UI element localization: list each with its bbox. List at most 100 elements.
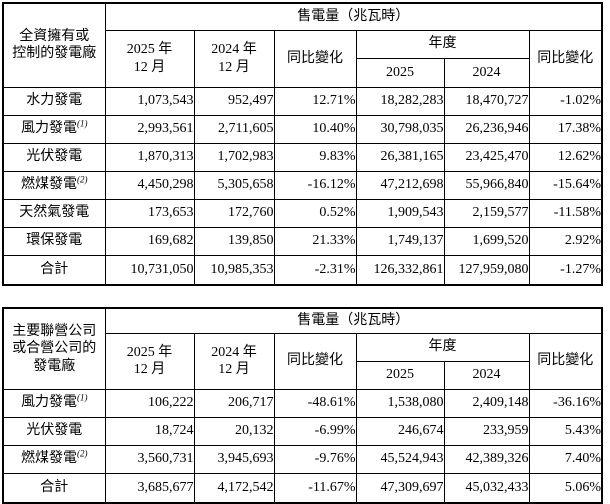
col-header-year-2024: 2024 <box>443 57 530 88</box>
value-cell: -1.02% <box>528 86 603 116</box>
row-label: 天然氣發電 <box>2 198 106 228</box>
row-label: 合計 <box>2 254 106 286</box>
table-row: 燃煤發電(2) 3,560,731 3,945,693 -9.76% 45,524,94… <box>2 444 603 474</box>
footnote-marker: (1) <box>77 118 88 129</box>
value-cell: 26,236,946 <box>443 114 530 144</box>
value-cell: 5.06% <box>528 472 603 504</box>
row-label: 水力發電 <box>2 86 106 116</box>
value-cell: 10.40% <box>273 114 357 144</box>
sales-volume-group-header: 售電量（兆瓦時） <box>104 307 603 334</box>
value-cell: 9.83% <box>273 142 357 172</box>
value-cell: 18,724 <box>104 416 195 446</box>
col-header-year-group: 年度 <box>355 332 530 362</box>
row-label: 燃煤發電(2) <box>2 170 106 200</box>
value-cell: 3,945,693 <box>193 444 275 474</box>
value-cell: 20,132 <box>193 416 275 446</box>
value-cell: 3,560,731 <box>104 444 195 474</box>
value-cell: 169,682 <box>104 226 195 256</box>
footnote-marker: (2) <box>77 174 88 185</box>
table-row: 天然氣發電 173,653 172,760 0.52% 1,909,543 2,159,5… <box>2 198 603 228</box>
value-cell: 952,497 <box>193 86 275 116</box>
row-label: 風力發電(1) <box>2 388 106 418</box>
row-label: 合計 <box>2 472 106 504</box>
col-header-month-2025: 2025 年 12 月 <box>104 332 195 390</box>
value-cell: 1,538,080 <box>355 388 445 418</box>
value-cell: 2,409,148 <box>443 388 530 418</box>
value-cell: -48.61% <box>273 388 357 418</box>
col-header-month-2025: 2025 年 12 月 <box>104 29 195 88</box>
header-row: 2025 2024 <box>3 360 602 390</box>
sales-volume-group-header: 售電量（兆瓦時） <box>104 2 603 31</box>
table-row: 光伏發電 18,724 20,132 -6.99% 246,674 233,959 5.43… <box>2 416 603 446</box>
value-cell: 106,222 <box>104 388 195 418</box>
row-label: 燃煤發電(2) <box>2 444 106 474</box>
value-cell: -11.67% <box>273 472 357 504</box>
value-cell: 1,702,983 <box>193 142 275 172</box>
value-cell: 23,425,470 <box>443 142 530 172</box>
col-header-month-2024: 2024 年 12 月 <box>193 332 275 390</box>
value-cell: 4,172,542 <box>193 472 275 504</box>
table-row: 風力發電(1) 106,222 206,717 -48.61% 1,538,080 2,4… <box>2 388 603 418</box>
table-row: 風力發電(1) 2,993,561 2,711,605 10.40% 30,798,03… <box>2 114 603 144</box>
row-label: 風力發電(1) <box>2 114 106 144</box>
value-cell: 173,653 <box>104 198 195 228</box>
total-row: 合計 10,731,050 10,985,353 -2.31% 126,332,861 1… <box>2 254 603 286</box>
wholly-owned-plants-table: 全資擁有或 控制的發電廠 售電量（兆瓦時） 2025 年 12 月 2024 年… <box>2 2 603 286</box>
value-cell: 47,212,698 <box>355 170 445 200</box>
col-header-year-2025: 2025 <box>355 57 445 88</box>
footnote-marker: (1) <box>77 392 88 403</box>
footnote-marker: (2) <box>77 448 88 459</box>
col-header-month-2024: 2024 年 12 月 <box>193 29 275 88</box>
row-label: 光伏發電 <box>2 142 106 172</box>
value-cell: 1,699,520 <box>443 226 530 256</box>
table-row: 水力發電 1,073,543 952,497 12.71% 18,282,283 18,4… <box>2 86 603 116</box>
value-cell: 12.71% <box>273 86 357 116</box>
col-header-year-2025: 2025 <box>355 360 445 390</box>
value-cell: 55,966,840 <box>443 170 530 200</box>
value-cell: 42,389,326 <box>443 444 530 474</box>
value-cell: 10,985,353 <box>193 254 275 286</box>
value-cell: 2.92% <box>528 226 603 256</box>
value-cell: 206,717 <box>193 388 275 418</box>
value-cell: 2,993,561 <box>104 114 195 144</box>
value-cell: 4,450,298 <box>104 170 195 200</box>
col-header-yoy-change: 同比變化 <box>528 332 603 390</box>
value-cell: 1,909,543 <box>355 198 445 228</box>
value-cell: 3,685,677 <box>104 472 195 504</box>
value-cell: 1,870,313 <box>104 142 195 172</box>
col-header-yoy-change: 同比變化 <box>528 29 603 88</box>
value-cell: -11.58% <box>528 198 603 228</box>
value-cell: 246,674 <box>355 416 445 446</box>
value-cell: -2.31% <box>273 254 357 286</box>
value-cell: 5,305,658 <box>193 170 275 200</box>
value-cell: 45,032,433 <box>443 472 530 504</box>
value-cell: -15.64% <box>528 170 603 200</box>
value-cell: 47,309,697 <box>355 472 445 504</box>
value-cell: -6.99% <box>273 416 357 446</box>
value-cell: 127,959,080 <box>443 254 530 286</box>
value-cell: 1,073,543 <box>104 86 195 116</box>
value-cell: -16.12% <box>273 170 357 200</box>
row-header-title: 全資擁有或 控制的發電廠 <box>2 2 106 88</box>
value-cell: 1,749,137 <box>355 226 445 256</box>
value-cell: 30,798,035 <box>355 114 445 144</box>
header-row: 主要聯營公司 或合營公司的 發電廠 售電量（兆瓦時） <box>2 307 603 390</box>
total-row: 合計 3,685,677 4,172,542 -11.67% 47,309,697 45,… <box>2 472 603 504</box>
col-header-mom-change: 同比變化 <box>273 332 357 390</box>
value-cell: 139,850 <box>193 226 275 256</box>
row-label: 環保發電 <box>2 226 106 256</box>
table-row: 光伏發電 1,870,313 1,702,983 9.83% 26,381,165 23,… <box>2 142 603 172</box>
table-row: 環保發電 169,682 139,850 21.33% 1,749,137 1,699,5… <box>2 226 603 256</box>
value-cell: 12.62% <box>528 142 603 172</box>
value-cell: 126,332,861 <box>355 254 445 286</box>
value-cell: 21.33% <box>273 226 357 256</box>
value-cell: 2,159,577 <box>443 198 530 228</box>
row-header-title: 主要聯營公司 或合營公司的 發電廠 <box>2 307 106 390</box>
value-cell: 233,959 <box>443 416 530 446</box>
col-header-year-group: 年度 <box>355 29 530 59</box>
value-cell: 18,470,727 <box>443 86 530 116</box>
row-label: 光伏發電 <box>2 416 106 446</box>
value-cell: 45,524,943 <box>355 444 445 474</box>
col-header-year-2024: 2024 <box>443 360 530 390</box>
